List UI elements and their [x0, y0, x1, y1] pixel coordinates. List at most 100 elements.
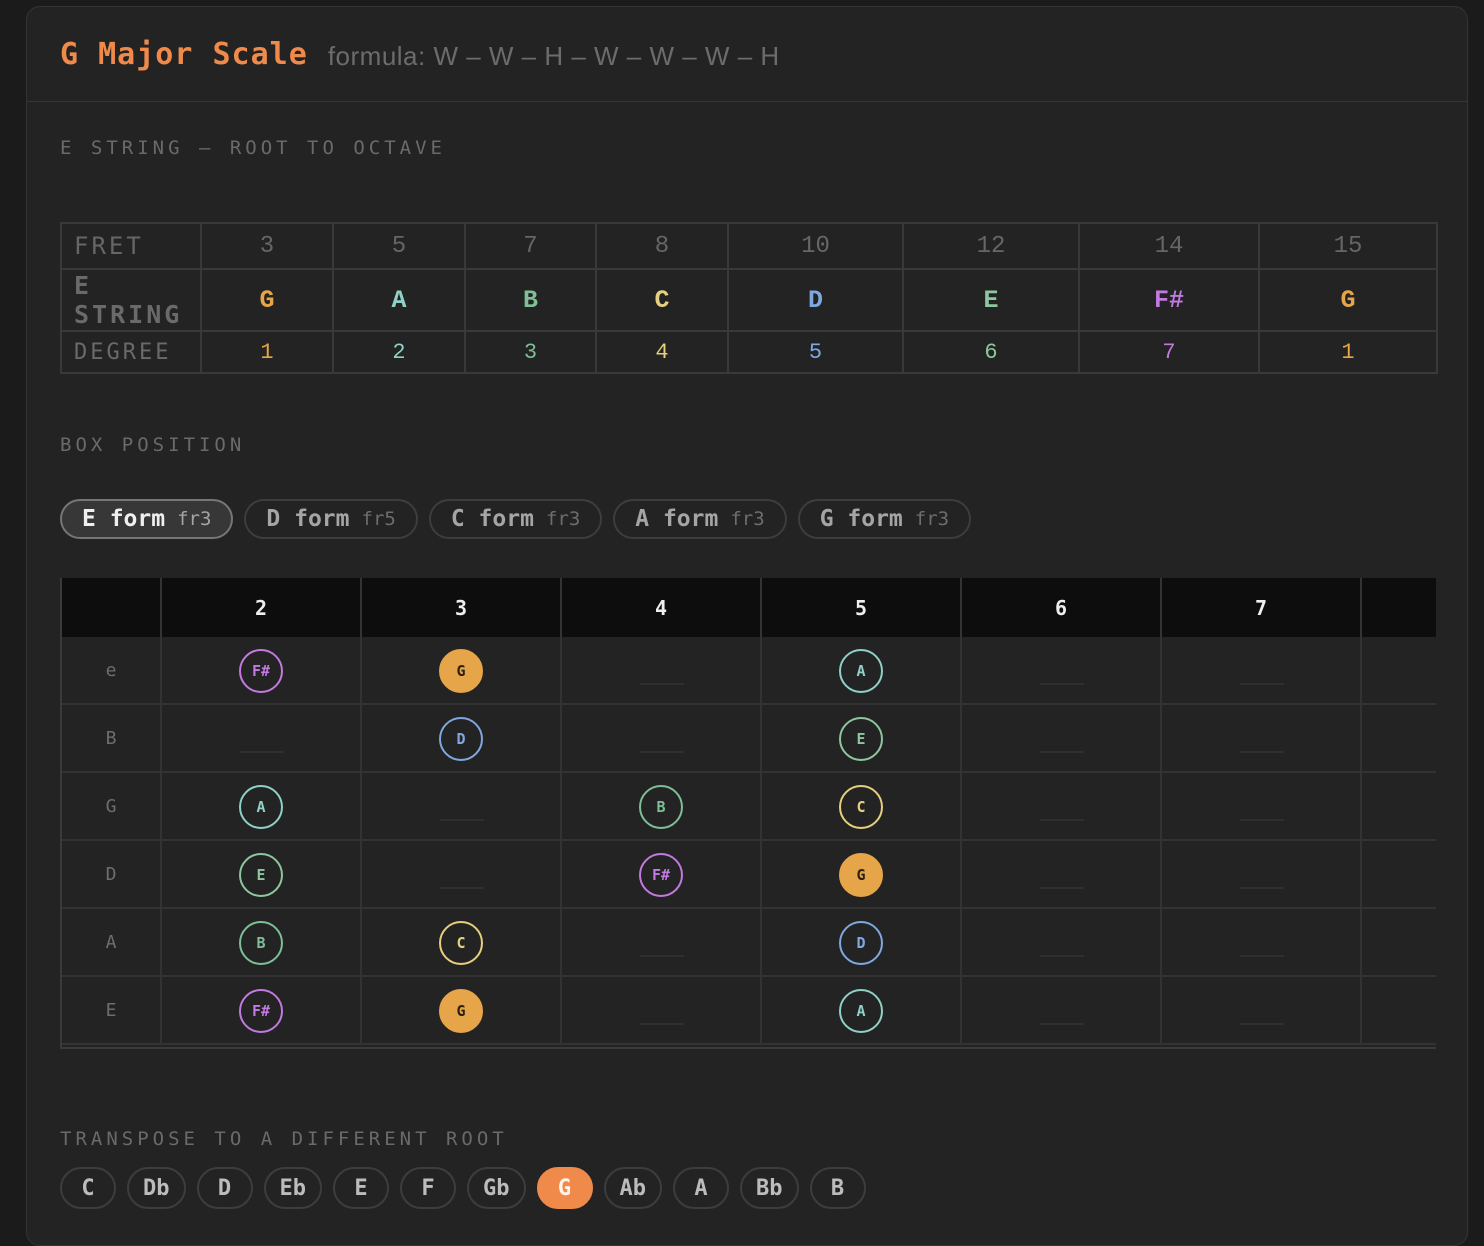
empty-fret-marker	[1240, 1023, 1284, 1025]
empty-fret-marker	[440, 819, 484, 821]
root-button[interactable]: B	[809, 1167, 866, 1209]
fret-cell[interactable]: B	[162, 909, 362, 975]
fret-cell[interactable]: F#	[562, 841, 762, 907]
fret-cell[interactable]	[962, 977, 1162, 1043]
root-button[interactable]: A	[673, 1167, 729, 1209]
note-dot[interactable]: E	[239, 853, 283, 897]
scale-degree: 6	[902, 330, 1080, 374]
empty-fret-marker	[1240, 751, 1284, 753]
root-button[interactable]: D	[196, 1167, 253, 1209]
note-dot[interactable]: B	[639, 785, 683, 829]
fret-cell[interactable]	[962, 705, 1162, 771]
fret-cell[interactable]	[1362, 773, 1436, 839]
fret-cell[interactable]: E	[162, 841, 362, 907]
note-name: D	[727, 268, 904, 332]
note-dot[interactable]: A	[839, 649, 883, 693]
fret-cell[interactable]	[962, 841, 1162, 907]
fret-cell[interactable]: A	[762, 637, 962, 703]
note-dot[interactable]: G	[439, 989, 483, 1033]
note-dot[interactable]: G	[439, 649, 483, 693]
note-dot[interactable]: A	[839, 989, 883, 1033]
fret-cell[interactable]	[1162, 637, 1362, 703]
fret-cell[interactable]	[1362, 705, 1436, 771]
form-name: E form	[82, 506, 166, 532]
scale-degree: 3	[464, 330, 597, 374]
fret-cell[interactable]	[562, 705, 762, 771]
fret-cell[interactable]	[1162, 909, 1362, 975]
fret-cell[interactable]: C	[362, 909, 562, 975]
fret-cell[interactable]	[162, 705, 362, 771]
fret-cell[interactable]: F#	[162, 977, 362, 1043]
fret-cell[interactable]: F#	[162, 637, 362, 703]
fret-cell[interactable]	[562, 977, 762, 1043]
fret-cell[interactable]	[1162, 705, 1362, 771]
e-string-table: FRET 3 5 7 8 10 12 14 15 E STRING G A B C D E F# G DEG…	[60, 222, 1438, 374]
form-fret: fr3	[914, 508, 950, 530]
fret-cell[interactable]	[1362, 637, 1436, 703]
form-button[interactable]: D form fr5	[244, 499, 418, 539]
fret-number: 15	[1258, 222, 1438, 270]
fret-cell[interactable]: E	[762, 705, 962, 771]
note-dot[interactable]: E	[839, 717, 883, 761]
fret-cell[interactable]	[1362, 841, 1436, 907]
fret-cell[interactable]	[562, 909, 762, 975]
fret-header: 5	[762, 578, 962, 637]
note-dot[interactable]: F#	[639, 853, 683, 897]
string-row: D E F# G	[62, 841, 1436, 909]
form-name: A form	[635, 506, 719, 532]
root-button[interactable]: Eb	[263, 1167, 322, 1209]
form-button[interactable]: C form fr3	[428, 499, 603, 539]
note-dot[interactable]: C	[439, 921, 483, 965]
fret-header: 4	[562, 578, 762, 637]
fret-cell[interactable]	[962, 637, 1162, 703]
note-dot[interactable]: A	[239, 785, 283, 829]
root-button[interactable]: G	[536, 1167, 593, 1209]
fret-cell[interactable]	[1162, 841, 1362, 907]
fret-cell[interactable]: G	[762, 841, 962, 907]
fret-cell[interactable]: G	[362, 977, 562, 1043]
string-label: e	[62, 637, 162, 703]
fret-cell[interactable]: D	[362, 705, 562, 771]
fret-cell[interactable]	[362, 773, 562, 839]
root-button[interactable]: Db	[127, 1167, 186, 1209]
note-dot[interactable]: F#	[239, 989, 283, 1033]
string-label: E	[62, 977, 162, 1043]
empty-fret-marker	[1040, 955, 1084, 957]
fret-cell[interactable]	[1362, 977, 1436, 1043]
root-button[interactable]: F	[400, 1167, 456, 1209]
fret-cell[interactable]	[1362, 909, 1436, 975]
scale-degree: 7	[1078, 330, 1260, 374]
note-dot[interactable]: B	[239, 921, 283, 965]
note-dot[interactable]: D	[439, 717, 483, 761]
note-dot[interactable]: C	[839, 785, 883, 829]
transpose-section-label: TRANSPOSE TO A DIFFERENT ROOT	[60, 1128, 508, 1150]
empty-fret-marker	[1040, 683, 1084, 685]
scale-degree: 2	[332, 330, 466, 374]
fret-cell[interactable]	[962, 773, 1162, 839]
fret-cell[interactable]: C	[762, 773, 962, 839]
note-dot[interactable]: D	[839, 921, 883, 965]
fret-cell[interactable]: A	[762, 977, 962, 1043]
root-button[interactable]: Ab	[603, 1167, 662, 1209]
note-dot[interactable]: G	[839, 853, 883, 897]
form-button[interactable]: A form fr3	[613, 499, 787, 539]
form-button[interactable]: G form fr3	[797, 499, 972, 539]
root-selector: C Db D Eb E F Gb G Ab A Bb B	[60, 1167, 866, 1209]
root-button[interactable]: Gb	[467, 1167, 526, 1209]
fret-cell[interactable]	[1162, 977, 1362, 1043]
note-dot[interactable]: F#	[239, 649, 283, 693]
root-button[interactable]: Bb	[740, 1167, 799, 1209]
fret-cell[interactable]: A	[162, 773, 362, 839]
fret-cell[interactable]	[962, 909, 1162, 975]
fret-cell[interactable]: B	[562, 773, 762, 839]
fret-cell[interactable]	[1162, 773, 1362, 839]
fret-cell[interactable]: G	[362, 637, 562, 703]
root-button[interactable]: C	[60, 1167, 116, 1209]
root-button[interactable]: E	[333, 1167, 389, 1209]
fret-cell[interactable]: D	[762, 909, 962, 975]
fret-header: 6	[962, 578, 1162, 637]
fret-cell[interactable]	[362, 841, 562, 907]
form-button[interactable]: E form fr3	[60, 499, 234, 539]
fret-number: 5	[332, 222, 466, 270]
fret-cell[interactable]	[562, 637, 762, 703]
